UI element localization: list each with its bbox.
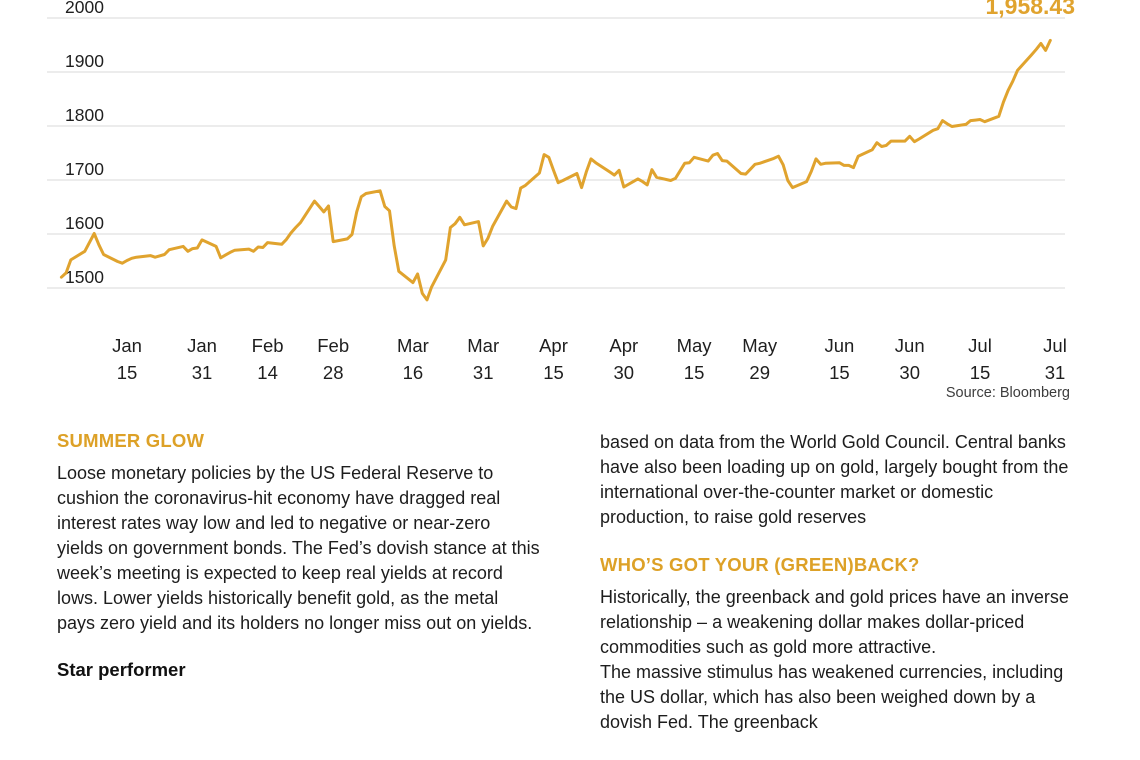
x-tick-month-label: Jul bbox=[1043, 335, 1067, 356]
summer-glow-body: Loose monetary policies by the US Federa… bbox=[57, 463, 540, 633]
x-tick-day-label: 31 bbox=[192, 362, 213, 383]
y-tick-label: 2000 bbox=[65, 0, 104, 17]
x-tick-month-label: Jan bbox=[187, 335, 217, 356]
x-tick-day-label: 15 bbox=[970, 362, 991, 383]
y-tick-label: 1600 bbox=[65, 213, 104, 233]
y-tick-label: 1800 bbox=[65, 105, 104, 125]
x-tick-day-label: 16 bbox=[403, 362, 424, 383]
x-tick-month-label: Jan bbox=[112, 335, 142, 356]
subheading-star-performer: Star performer bbox=[57, 659, 186, 680]
last-value-label: 1,958.43 bbox=[985, 0, 1075, 19]
section-heading-greenback: WHO’S GOT YOUR (GREEN)BACK? bbox=[600, 554, 920, 575]
greenback-body: Historically, the greenback and gold pri… bbox=[600, 587, 1069, 732]
x-tick-day-label: 29 bbox=[749, 362, 770, 383]
y-tick-label: 1700 bbox=[65, 159, 104, 179]
gold-council-paragraph: based on data from the World Gold Counci… bbox=[600, 432, 1069, 527]
left-column: SUMMER GLOW Loose monetary policies by t… bbox=[57, 430, 540, 735]
article-columns: SUMMER GLOW Loose monetary policies by t… bbox=[57, 430, 1083, 735]
x-tick-month-label: Apr bbox=[609, 335, 638, 356]
x-tick-month-label: Jul bbox=[968, 335, 992, 356]
x-tick-day-label: 15 bbox=[684, 362, 705, 383]
x-tick-month-label: Feb bbox=[317, 335, 349, 356]
gold-price-chart: 2000 1900 1800 1700 1600 1500 Jan 15 Jan 31 Feb 14 F… bbox=[47, 0, 1075, 401]
x-tick-month-label: Mar bbox=[397, 335, 429, 356]
chart-source: Source: Bloomberg bbox=[946, 385, 1070, 401]
gold-price-line bbox=[59, 38, 1052, 302]
y-tick-label: 1900 bbox=[65, 51, 104, 71]
x-tick-day-label: 15 bbox=[829, 362, 850, 383]
x-tick-day-label: 15 bbox=[543, 362, 564, 383]
x-tick-day-label: 15 bbox=[117, 362, 138, 383]
x-tick-month-label: Apr bbox=[539, 335, 568, 356]
x-tick-month-label: Jun bbox=[824, 335, 854, 356]
x-tick-month-label: Mar bbox=[467, 335, 499, 356]
section-heading-summer-glow: SUMMER GLOW bbox=[57, 430, 205, 451]
x-tick-day-label: 28 bbox=[323, 362, 344, 383]
x-tick-month-label: May bbox=[677, 335, 713, 356]
y-tick-label: 1500 bbox=[65, 267, 104, 287]
x-tick-day-label: 14 bbox=[257, 362, 278, 383]
x-tick-day-label: 31 bbox=[473, 362, 494, 383]
x-tick-day-label: 30 bbox=[899, 362, 920, 383]
right-column: based on data from the World Gold Counci… bbox=[600, 430, 1083, 735]
x-tick-day-label: 31 bbox=[1045, 362, 1066, 383]
x-tick-month-label: May bbox=[742, 335, 778, 356]
x-tick-month-label: Jun bbox=[895, 335, 925, 356]
x-tick-day-label: 30 bbox=[614, 362, 635, 383]
gold-price-chart-svg: 2000 1900 1800 1700 1600 1500 Jan 15 Jan 31 Feb 14 F… bbox=[47, 0, 1075, 401]
x-tick-month-label: Feb bbox=[252, 335, 284, 356]
